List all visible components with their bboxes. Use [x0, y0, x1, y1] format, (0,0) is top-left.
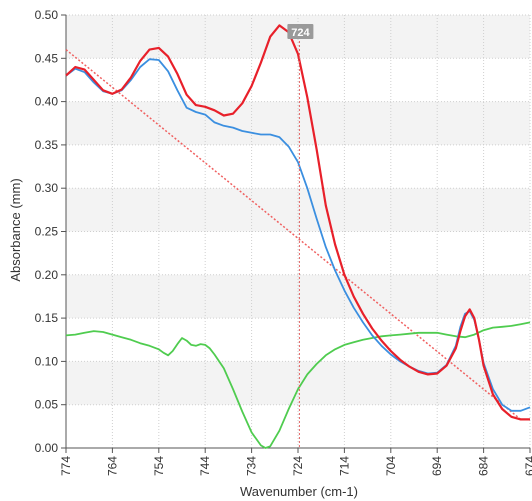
y-axis-title: Absorbance (mm) — [8, 178, 23, 281]
grid-band — [66, 274, 530, 319]
y-tick-labels: 0.00 0.05 0.10 0.15 0.20 0.25 0.30 0.35 0.40 0.45… — [35, 8, 66, 455]
series-green-line — [65, 321, 531, 449]
y-tick-label: 0.00 — [35, 441, 59, 455]
x-tick-label: 754 — [152, 456, 166, 476]
x-tick-label: 764 — [105, 456, 119, 476]
x-tick-label: 774 — [59, 456, 73, 476]
x-tick-label: 724 — [291, 456, 305, 476]
y-tick-label: 0.15 — [35, 311, 59, 325]
series-lines — [65, 24, 531, 449]
baseline-line — [65, 49, 522, 421]
cursor-marker[interactable]: 724 — [287, 24, 314, 448]
x-tick-label: 704 — [384, 456, 398, 476]
y-tick-label: 0.35 — [35, 138, 59, 152]
x-tick-label: 714 — [337, 456, 351, 476]
baseline-segment — [65, 49, 522, 421]
x-tick-labels: 774 764 754 744 734 724 714 704 694 684 674 — [59, 448, 532, 476]
x-tick-label: 674 — [523, 456, 532, 476]
x-tick-label: 734 — [245, 456, 259, 476]
x-tick-label: 744 — [198, 456, 212, 476]
x-axis-title: Wavenumber (cm-1) — [240, 484, 358, 499]
y-tick-label: 0.30 — [35, 181, 59, 195]
y-tick-label: 0.50 — [35, 8, 59, 22]
x-tick-label: 694 — [430, 456, 444, 476]
cursor-label: 724 — [291, 27, 310, 39]
x-tick-label: 684 — [477, 456, 491, 476]
y-tick-label: 0.10 — [35, 354, 59, 368]
y-tick-label: 0.05 — [35, 398, 59, 412]
y-tick-label: 0.20 — [35, 268, 59, 282]
grid-band — [66, 361, 530, 405]
y-tick-label: 0.25 — [35, 225, 59, 239]
series-red-line — [65, 24, 530, 421]
y-tick-label: 0.45 — [35, 51, 59, 65]
y-tick-label: 0.40 — [35, 95, 59, 109]
cursor-label-box — [287, 24, 314, 39]
